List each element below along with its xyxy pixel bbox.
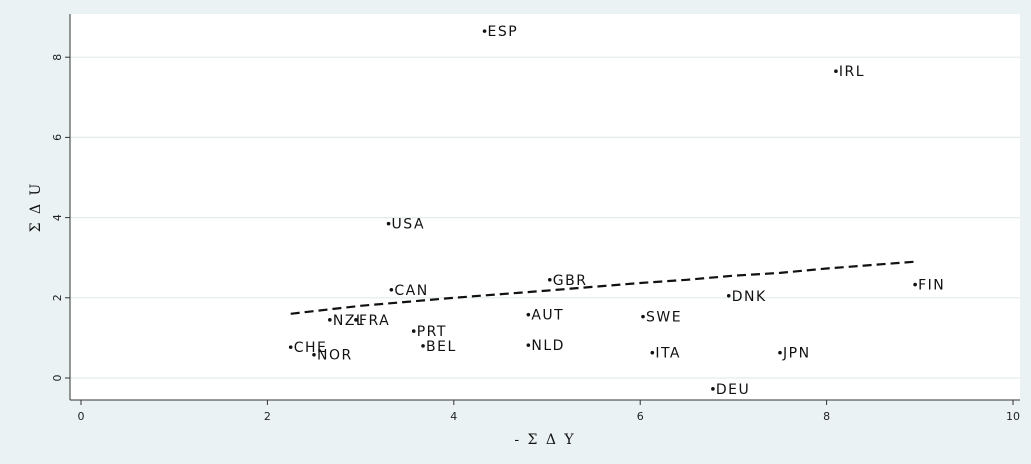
point-label: SWE [646,310,682,326]
data-point [711,387,715,391]
point-label: ITA [655,346,681,362]
data-point [411,329,416,333]
point-label: NOR [317,348,353,364]
point-label: PRT [417,324,447,340]
fit-line [290,260,916,315]
data-point [312,352,316,357]
data-point [389,287,394,292]
tick-labels: 0 2 4 6 8 0 2 4 6 8 10 [51,54,1020,423]
point-label: DNK [732,289,767,305]
data-point [526,312,531,317]
y-tick-label: 6 [51,134,64,141]
y-tick-label: 8 [51,54,64,61]
point-label: CAN [394,283,428,299]
data-point [547,277,552,282]
fit-line-group [290,260,916,315]
grid-lines [70,56,1020,379]
x-tick-label: 6 [637,410,644,423]
point-label: DEU [716,382,750,398]
point-label: NZL [333,313,365,329]
data-point [482,29,487,33]
point-label: USA [392,217,425,233]
data-point [641,314,645,319]
point-label: FIN [918,278,945,294]
y-tick-label: 4 [51,214,64,221]
point-label: ESP [488,24,519,40]
plot-area [70,14,1020,400]
point-label: CHE [294,340,328,356]
y-axis-title: Σ Δ U [28,182,44,233]
data-point [328,318,332,322]
data-point [386,221,391,226]
data-point [726,293,731,298]
x-tick-label: 4 [450,410,457,423]
x-tick-label: 10 [1006,410,1020,423]
data-point [913,282,917,287]
data-point [526,343,531,347]
data-point [650,350,655,355]
point-label: AUT [531,308,564,324]
data-point [288,345,293,349]
axes [65,14,1020,405]
data-point [834,69,838,74]
point-label: NLD [531,338,565,354]
x-tick-label: 0 [78,410,85,423]
x-axis-title: - Σ Δ Y [514,432,575,448]
x-tick-label: 2 [264,410,271,423]
data-point [778,350,782,355]
data-point [354,318,358,322]
y-tick-label: 0 [51,375,64,382]
y-tick-label: 2 [51,294,64,301]
point-label: GBR [553,273,588,289]
data-point [421,344,425,348]
point-label: BEL [426,339,457,355]
point-label: FRA [359,313,390,329]
point-label: JPN [782,346,811,362]
point-label: IRL [839,64,865,80]
x-tick-label: 8 [823,410,830,423]
